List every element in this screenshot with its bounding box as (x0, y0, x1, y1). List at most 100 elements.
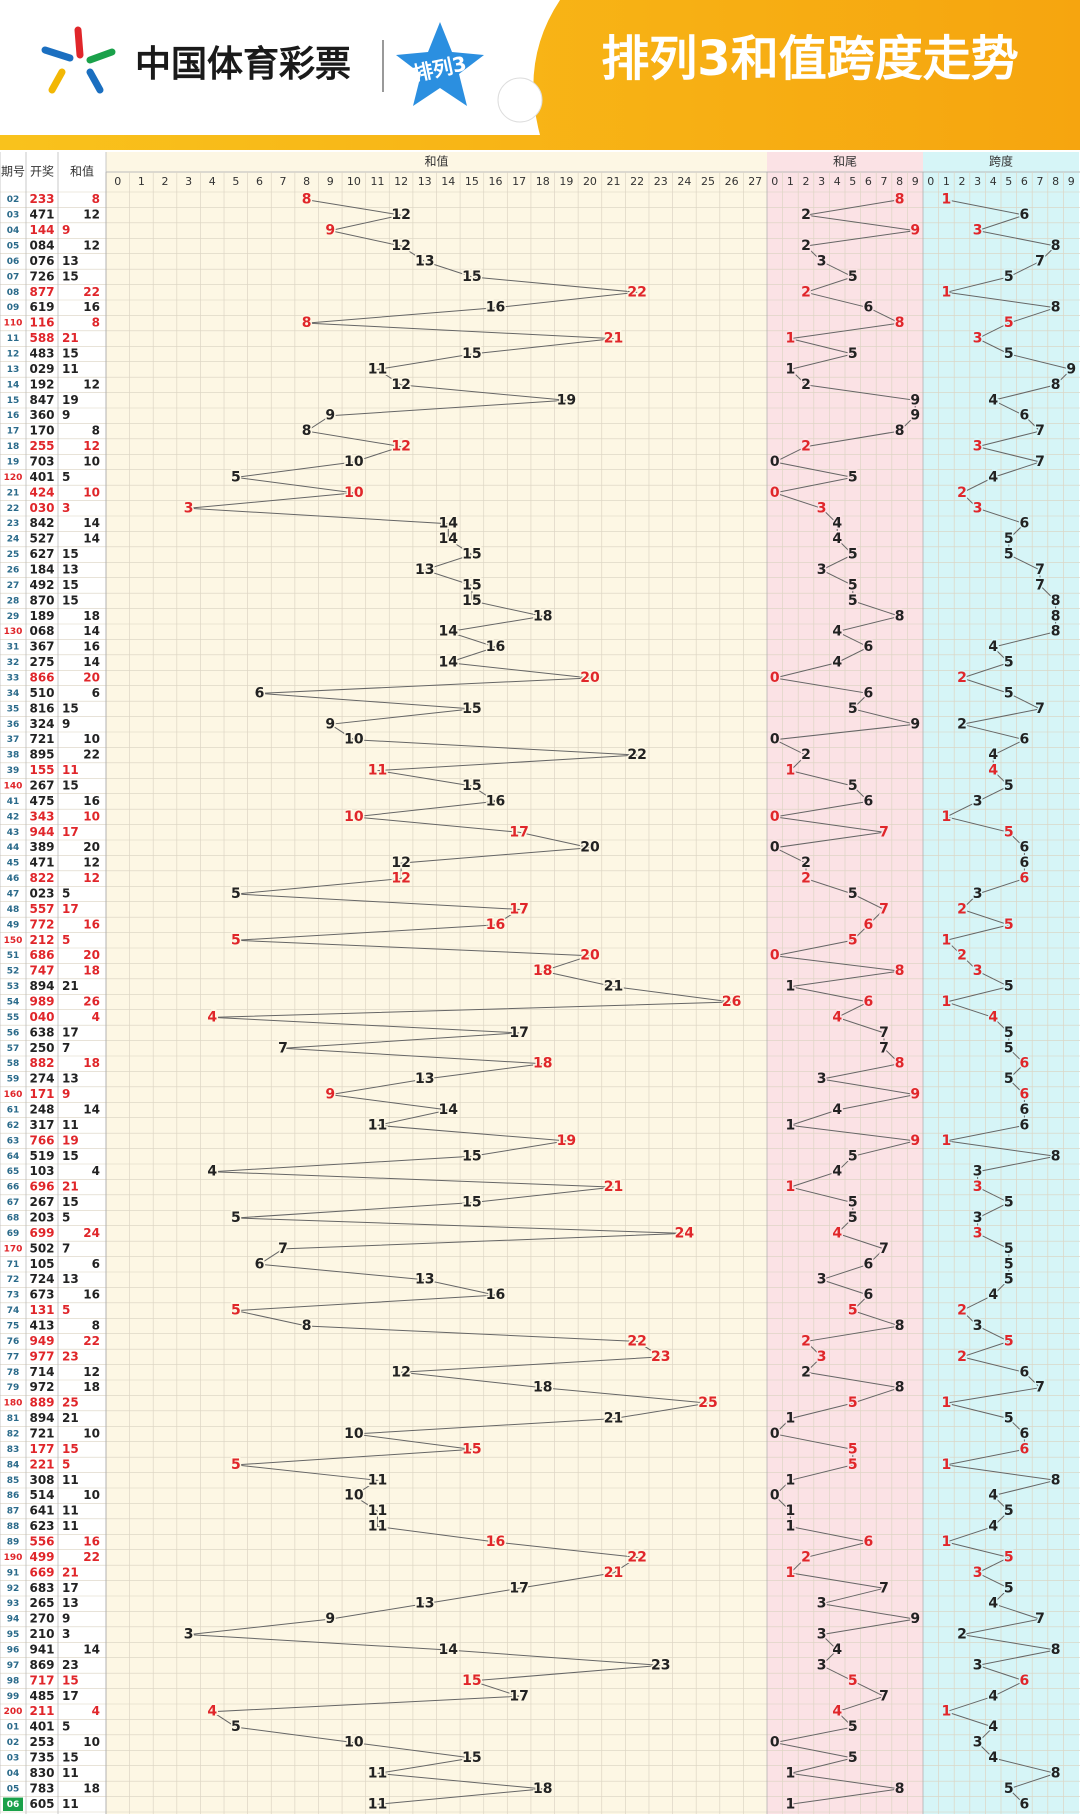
sum-cell: 5 (62, 1211, 70, 1225)
period: 53 (7, 982, 20, 992)
draw: 605 (29, 1797, 54, 1811)
draw: 882 (29, 1056, 54, 1070)
period: 67 (7, 1198, 20, 1208)
period: 85 (7, 1476, 20, 1486)
value-mark: 6 (255, 685, 265, 701)
period: 18 (7, 442, 20, 452)
period: 14 (7, 380, 20, 390)
trend-line (944, 199, 1073, 1805)
draw: 483 (29, 347, 54, 361)
period: 99 (7, 1692, 20, 1702)
value-mark: 0 (770, 1488, 780, 1504)
draw: 492 (29, 578, 54, 592)
sum-cell: 8 (92, 1319, 100, 1333)
draw: 253 (29, 1735, 54, 1749)
period: 190 (4, 1553, 23, 1563)
value-mark: 5 (848, 1195, 858, 1211)
value-mark: 14 (439, 624, 459, 640)
value-mark: 25 (698, 1395, 717, 1411)
period: 28 (7, 596, 20, 606)
value-mark: 4 (988, 1519, 998, 1535)
sum-cell: 5 (62, 1720, 70, 1734)
value-mark: 1 (786, 1117, 796, 1133)
draw: 040 (29, 1010, 54, 1024)
tick-label: 2 (959, 175, 966, 188)
value-mark: 3 (973, 1225, 983, 1241)
value-mark: 5 (1004, 1549, 1014, 1565)
value-mark: 22 (627, 1549, 646, 1565)
sum-cell: 11 (62, 362, 79, 376)
period: 62 (7, 1121, 20, 1131)
period: 29 (7, 612, 20, 622)
period: 34 (7, 689, 20, 699)
value-mark: 20 (580, 948, 600, 964)
value-mark: 20 (580, 670, 600, 686)
period: 92 (7, 1584, 20, 1594)
value-mark: 8 (1051, 624, 1061, 640)
draw: 144 (29, 223, 54, 237)
value-mark: 11 (368, 1117, 387, 1133)
tick-label: 18 (536, 175, 550, 188)
sum-cell: 20 (83, 671, 100, 685)
value-mark: 9 (325, 408, 335, 424)
section-title: 和值 (424, 154, 448, 169)
period: 160 (4, 1090, 23, 1100)
draw: 270 (29, 1612, 54, 1626)
value-mark: 1 (786, 361, 796, 377)
sum-cell: 4 (92, 1704, 100, 1718)
value-mark: 6 (864, 685, 874, 701)
draw: 889 (29, 1396, 54, 1410)
value-mark: 6 (1020, 1673, 1030, 1689)
draw: 367 (29, 640, 54, 654)
period: 44 (7, 843, 20, 853)
value-mark: 3 (973, 1179, 983, 1195)
draw: 721 (29, 1427, 54, 1441)
sum-cell: 4 (92, 1164, 100, 1178)
value-mark: 15 (462, 1441, 481, 1457)
draw: 105 (29, 1257, 54, 1271)
value-mark: 4 (988, 639, 998, 655)
value-mark: 4 (832, 516, 842, 532)
value-mark: 14 (439, 1642, 459, 1658)
value-mark: 12 (391, 1364, 410, 1380)
value-mark: 6 (1020, 1117, 1030, 1133)
sum-cell: 5 (62, 933, 70, 947)
value-mark: 2 (801, 1549, 811, 1565)
draw: 949 (29, 1334, 54, 1348)
draw: 870 (29, 593, 54, 607)
value-mark: 3 (817, 1071, 827, 1087)
value-mark: 8 (1051, 593, 1061, 609)
sum-cell: 11 (62, 1504, 79, 1518)
value-mark: 21 (604, 1565, 623, 1581)
value-mark: 3 (817, 253, 827, 269)
badge-star (396, 22, 484, 106)
value-mark: 10 (344, 1735, 364, 1751)
value-mark: 14 (439, 1102, 459, 1118)
value-mark: 7 (278, 1241, 288, 1257)
draw: 747 (29, 964, 54, 978)
draw: 842 (29, 516, 54, 530)
draw: 189 (29, 609, 54, 623)
period: 25 (7, 550, 20, 560)
value-mark: 16 (486, 1287, 505, 1303)
value-mark: 13 (415, 1272, 434, 1288)
value-mark: 4 (832, 655, 842, 671)
value-mark: 2 (801, 871, 811, 887)
period: 08 (7, 288, 20, 298)
value-mark: 4 (988, 392, 998, 408)
value-mark: 20 (580, 840, 600, 856)
draw: 499 (29, 1550, 54, 1564)
period: 71 (7, 1260, 20, 1270)
sum-cell: 15 (62, 701, 79, 715)
value-mark: 2 (801, 1333, 811, 1349)
value-mark: 4 (832, 1164, 842, 1180)
sum-cell: 14 (83, 1103, 100, 1117)
period: 64 (7, 1152, 20, 1162)
value-mark: 16 (486, 1534, 505, 1550)
value-mark: 12 (391, 377, 410, 393)
value-mark: 11 (368, 361, 387, 377)
sum-cell: 10 (83, 455, 100, 469)
value-mark: 17 (509, 824, 528, 840)
